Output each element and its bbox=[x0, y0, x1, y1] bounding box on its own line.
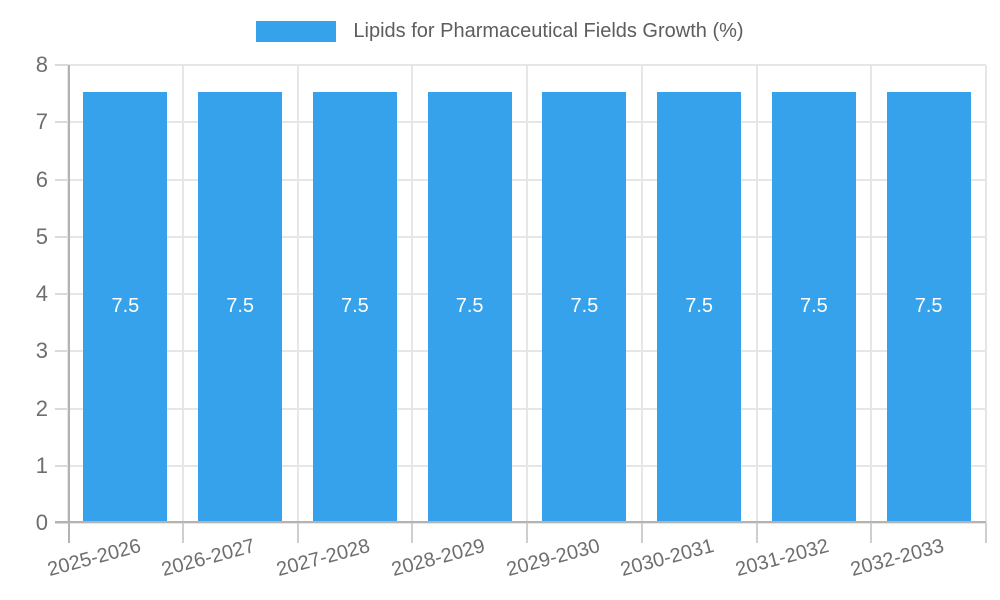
x-gridline bbox=[411, 65, 413, 523]
x-axis-label: 2029-2030 bbox=[503, 535, 603, 582]
bar[interactable]: 7.5 bbox=[427, 91, 512, 521]
y-axis-label: 6 bbox=[35, 166, 48, 192]
bar[interactable]: 7.5 bbox=[198, 91, 283, 521]
x-gridline bbox=[985, 65, 987, 523]
y-axis-line bbox=[68, 65, 70, 543]
y-axis-label: 2 bbox=[35, 395, 48, 421]
x-axis-label: 2031-2032 bbox=[733, 535, 832, 582]
x-gridline bbox=[756, 65, 758, 523]
bar-value-label: 7.5 bbox=[570, 294, 599, 317]
y-tick-mark bbox=[55, 178, 68, 181]
y-axis-label: 3 bbox=[35, 338, 48, 364]
bar-value-label: 7.5 bbox=[914, 294, 943, 317]
bar-value-label: 7.5 bbox=[799, 294, 828, 317]
x-axis-line bbox=[55, 521, 986, 523]
y-axis-label: 5 bbox=[35, 223, 48, 249]
x-gridline bbox=[641, 65, 643, 523]
x-gridline bbox=[526, 65, 528, 523]
x-tick-mark bbox=[526, 523, 528, 543]
x-tick-mark bbox=[411, 523, 413, 543]
legend-swatch-icon bbox=[256, 21, 337, 42]
bar[interactable]: 7.5 bbox=[886, 91, 971, 521]
y-tick-mark bbox=[55, 464, 68, 467]
x-axis-label: 2032-2033 bbox=[848, 535, 947, 582]
y-tick-mark bbox=[55, 121, 68, 124]
x-axis-label: 2028-2029 bbox=[389, 535, 488, 582]
y-axis-label: 0 bbox=[35, 510, 48, 535]
bar[interactable]: 7.5 bbox=[771, 91, 856, 521]
x-gridline bbox=[297, 65, 299, 523]
y-tick-mark bbox=[55, 293, 68, 295]
x-tick-mark bbox=[297, 523, 299, 543]
x-axis-label: 2026-2027 bbox=[159, 535, 258, 582]
bar[interactable]: 7.5 bbox=[83, 91, 168, 521]
y-tick-mark bbox=[55, 64, 68, 66]
y-axis-label: 1 bbox=[35, 452, 48, 478]
bar[interactable]: 7.5 bbox=[542, 91, 627, 521]
x-gridline bbox=[870, 65, 872, 523]
y-axis-label: 4 bbox=[35, 281, 48, 306]
x-axis-label: 2025-2026 bbox=[44, 535, 144, 582]
bar[interactable]: 7.5 bbox=[312, 91, 397, 521]
x-axis-label: 2027-2028 bbox=[274, 535, 373, 582]
y-axis-label: 8 bbox=[35, 52, 48, 77]
y-axis-label: 7 bbox=[35, 109, 48, 135]
bar-value-label: 7.5 bbox=[111, 294, 140, 317]
x-tick-mark bbox=[985, 523, 987, 543]
bar-value-label: 7.5 bbox=[455, 294, 484, 317]
x-tick-mark bbox=[182, 523, 184, 543]
bar-value-label: 7.5 bbox=[685, 294, 714, 317]
plot-area: 0 1 2 3 4 5 6 7 8 7.5 7.5 7.5 7.5 7.5 7.5 7.5 7.5 2025-20… bbox=[36, 52, 987, 581]
chart-legend[interactable]: Lipids for Pharmaceutical Fields Growth … bbox=[0, 20, 1000, 43]
x-tick-mark bbox=[870, 523, 872, 543]
bar-value-label: 7.5 bbox=[340, 294, 369, 317]
y-tick-mark bbox=[55, 350, 68, 353]
x-gridline bbox=[182, 65, 184, 523]
x-tick-mark bbox=[641, 523, 643, 543]
y-tick-mark bbox=[55, 235, 68, 238]
bar[interactable]: 7.5 bbox=[657, 91, 742, 521]
y-tick-mark bbox=[55, 407, 68, 410]
bar-value-label: 7.5 bbox=[226, 294, 255, 317]
x-axis-label: 2030-2031 bbox=[618, 535, 717, 582]
legend-label: Lipids for Pharmaceutical Fields Growth … bbox=[353, 20, 744, 42]
y-tick-mark bbox=[55, 522, 68, 524]
x-tick-mark bbox=[756, 523, 758, 543]
